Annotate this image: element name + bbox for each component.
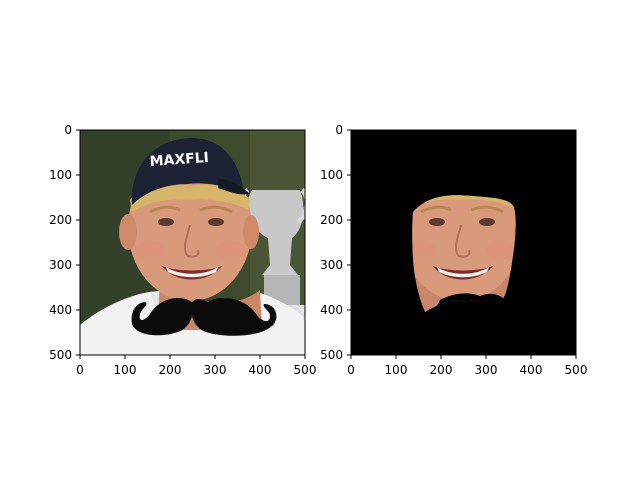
right-x-tick-label: 400 [520, 363, 543, 377]
right-x-tick-label: 0 [347, 363, 355, 377]
right-x-tick-label: 500 [565, 363, 588, 377]
right-y-axis: 0 100 200 300 400 500 [320, 123, 351, 362]
right-y-tick-label: 100 [320, 168, 343, 182]
right-y-tick-label: 300 [320, 258, 343, 272]
mustache [131, 298, 277, 336]
right-x-tick-label: 100 [385, 363, 408, 377]
left-x-tick-label: 300 [204, 363, 227, 377]
left-x-tick-label: 200 [159, 363, 182, 377]
left-x-tick-label: 100 [114, 363, 137, 377]
right-x-tick-label: 300 [475, 363, 498, 377]
right-y-tick-label: 500 [320, 348, 343, 362]
right-x-tick-label: 200 [430, 363, 453, 377]
left-y-tick-label: 100 [49, 168, 72, 182]
left-x-axis: 0 100 200 300 400 500 [76, 355, 316, 377]
right-x-axis: 0 100 200 300 400 500 [347, 355, 587, 377]
left-y-tick-label: 200 [49, 213, 72, 227]
right-image [351, 130, 576, 355]
left-image: MAXFLI [80, 130, 305, 355]
right-y-tick-label: 400 [320, 303, 343, 317]
left-x-tick-label: 400 [249, 363, 272, 377]
cap: MAXFLI [131, 137, 250, 205]
left-y-tick-label: 500 [49, 348, 72, 362]
left-y-axis: 0 100 200 300 400 500 [49, 123, 80, 362]
right-y-tick-label: 0 [335, 123, 343, 137]
right-y-tick-label: 200 [320, 213, 343, 227]
right-axes-frame [350, 129, 577, 356]
left-axes-frame [79, 129, 306, 356]
left-y-tick-label: 0 [64, 123, 72, 137]
left-x-tick-label: 0 [76, 363, 84, 377]
left-y-tick-label: 300 [49, 258, 72, 272]
left-x-tick-label: 500 [294, 363, 317, 377]
cap-logo: MAXFLI [149, 150, 209, 170]
left-y-tick-label: 400 [49, 303, 72, 317]
